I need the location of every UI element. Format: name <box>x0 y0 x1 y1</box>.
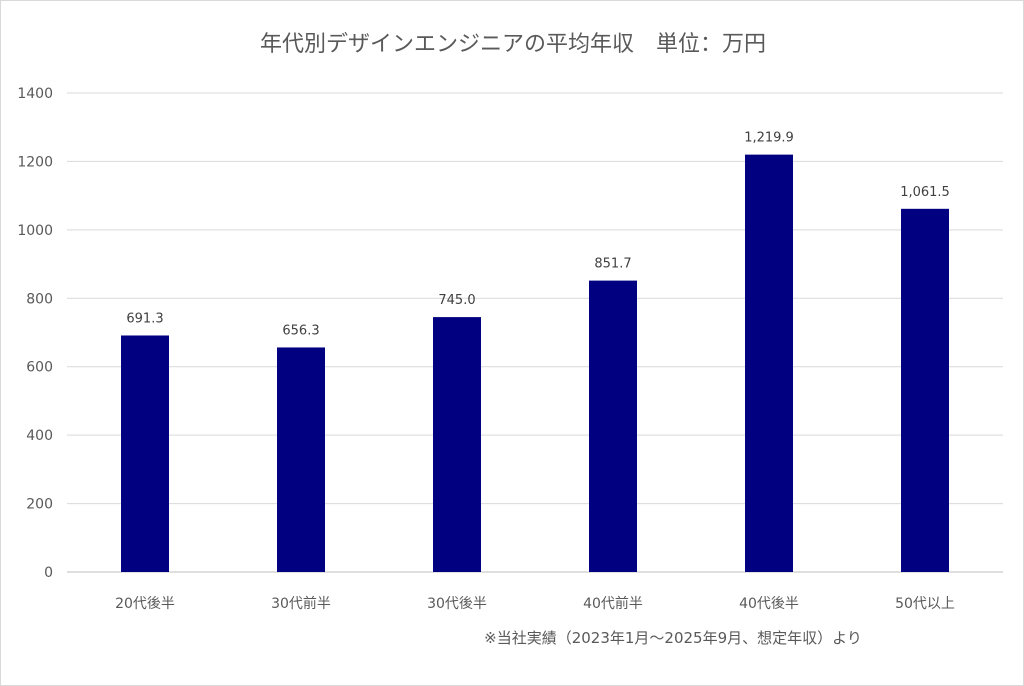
bar <box>589 280 637 572</box>
chart-title: 年代別デザインエンジニアの平均年収 単位：万円 <box>260 32 766 57</box>
bar <box>121 335 169 572</box>
y-tick-label: 0 <box>44 565 53 581</box>
bar <box>901 208 949 572</box>
gridlines <box>67 92 1003 573</box>
data-label: 691.3 <box>126 311 163 326</box>
x-tick-label: 30代前半 <box>271 595 331 612</box>
x-tick-label: 20代後半 <box>115 596 175 612</box>
x-tick-label: 50代以上 <box>895 596 955 612</box>
x-tick-label: 40代前半 <box>583 595 643 612</box>
y-tick-label: 1000 <box>17 223 53 239</box>
data-label: 745.0 <box>438 293 475 308</box>
y-tick-label: 200 <box>26 497 53 513</box>
data-label: 1,061.5 <box>900 185 950 200</box>
y-tick-label: 400 <box>26 428 53 444</box>
data-labels: 691.3 656.3 745.0 851.7 1,219.9 1,061.5 <box>126 131 949 339</box>
source-note: ※当社実績（2023年1月～2025年9月、想定年収）より <box>484 629 862 647</box>
data-label: 656.3 <box>282 323 319 338</box>
bar <box>433 317 481 572</box>
y-tick-label: 1200 <box>17 154 53 170</box>
y-tick-label: 600 <box>26 360 53 376</box>
y-axis-ticks: 0 200 400 600 800 1000 1200 1400 <box>17 86 53 581</box>
y-tick-label: 800 <box>26 291 53 307</box>
data-label: 1,219.9 <box>744 131 794 146</box>
bar <box>745 154 793 572</box>
data-label: 851.7 <box>594 257 631 272</box>
x-tick-label: 30代後半 <box>427 596 487 612</box>
bars <box>121 154 949 572</box>
y-tick-label: 1400 <box>17 86 53 102</box>
x-tick-label: 40代後半 <box>739 596 799 612</box>
bar <box>277 347 325 572</box>
x-axis-labels: 20代後半 30代前半 30代後半 40代前半 40代後半 50代以上 <box>115 595 955 612</box>
